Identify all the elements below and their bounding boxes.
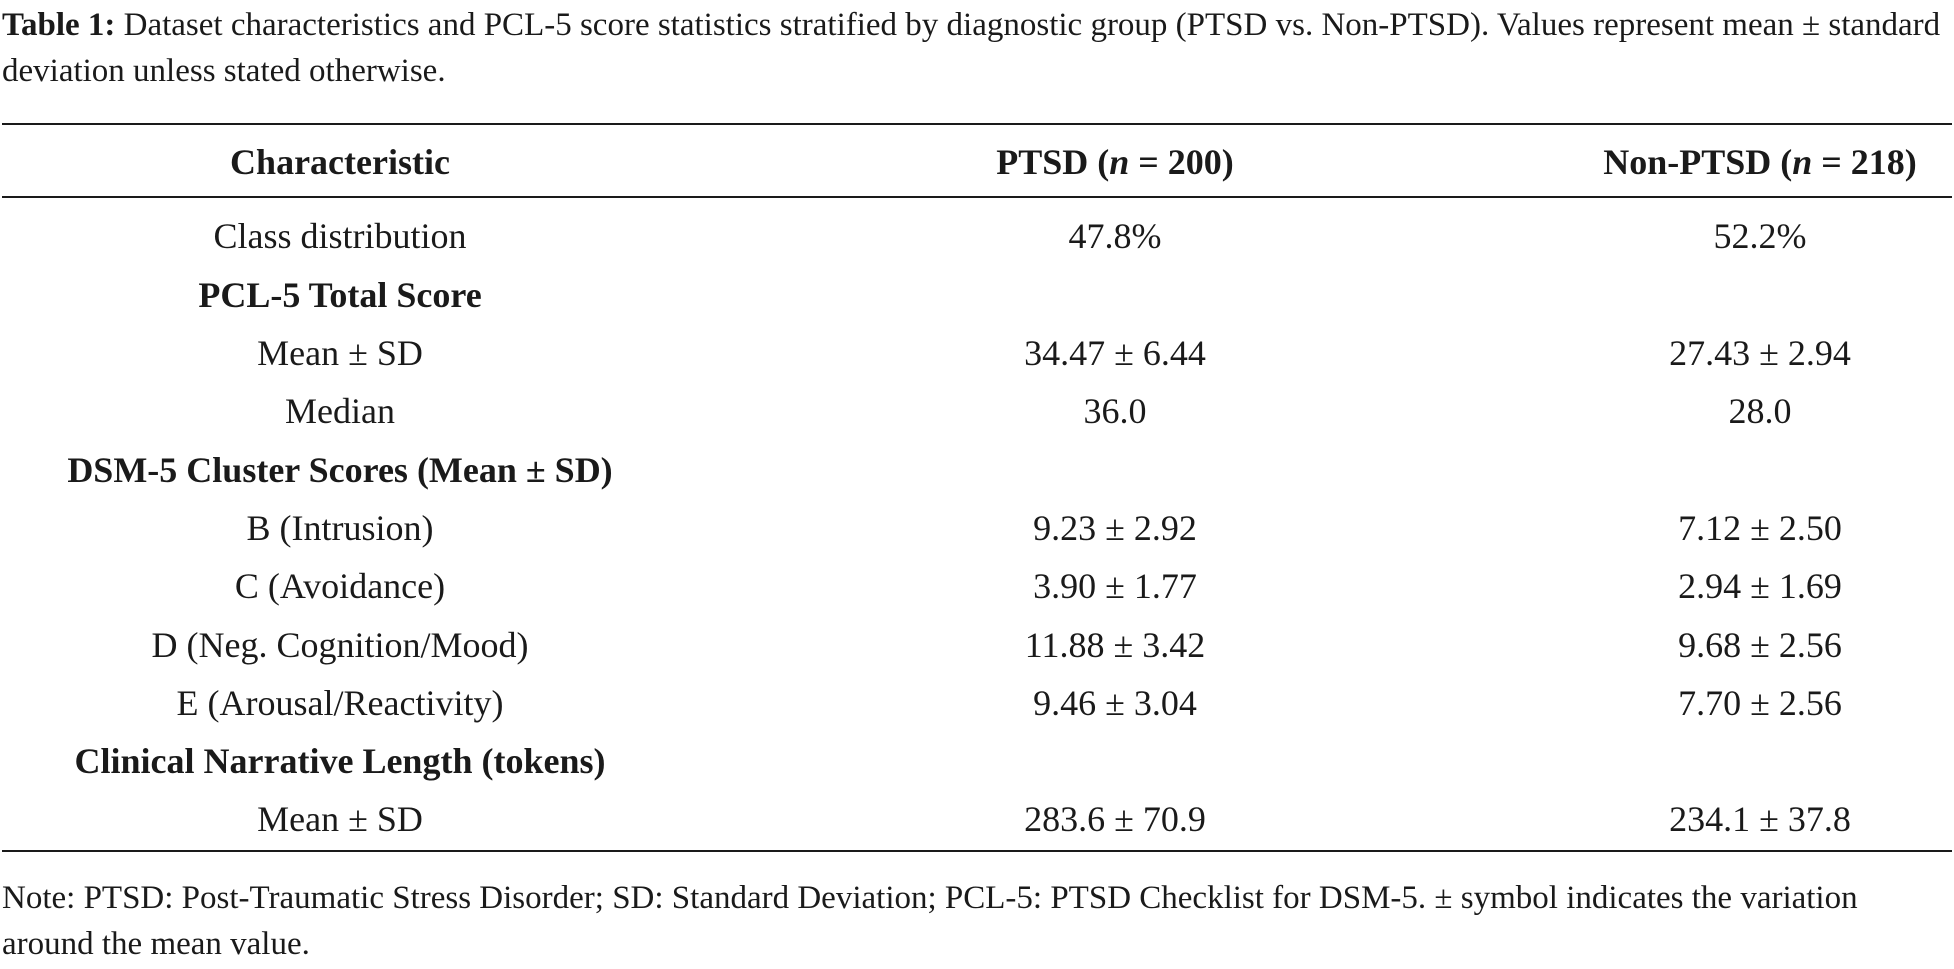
table-caption-text: Dataset characteristics and PCL-5 score … bbox=[2, 7, 1941, 89]
row-ptsd-value: 3.90 ± 1.77 bbox=[1033, 566, 1197, 606]
row-non-ptsd-value: 28.0 bbox=[1728, 391, 1792, 431]
section-row: PCL-5 Total Score bbox=[0, 266, 1954, 324]
header-ptsd: PTSD (n = 200) bbox=[880, 138, 1350, 186]
header-non-ptsd-n: n bbox=[1792, 142, 1813, 182]
section-row: DSM-5 Cluster Scores (Mean ± SD) bbox=[0, 441, 1954, 499]
header-characteristic: Characteristic bbox=[230, 142, 450, 182]
table-row: D (Neg. Cognition/Mood) 11.88 ± 3.42 9.6… bbox=[0, 616, 1954, 674]
row-label: E (Arousal/Reactivity) bbox=[176, 683, 504, 723]
table-header-rule bbox=[2, 196, 1952, 198]
row-non-ptsd-value: 7.70 ± 2.56 bbox=[1678, 683, 1842, 723]
table-bottom-rule bbox=[2, 850, 1952, 852]
row-label: Class distribution bbox=[213, 216, 467, 256]
header-ptsd-n: n bbox=[1109, 142, 1130, 182]
table-caption-label: Table 1: bbox=[2, 7, 116, 43]
header-non-ptsd: Non-PTSD (n = 218) bbox=[1520, 138, 1954, 186]
section-label: Clinical Narrative Length (tokens) bbox=[74, 741, 606, 781]
row-label: Mean ± SD bbox=[257, 333, 423, 373]
row-non-ptsd-value: 234.1 ± 37.8 bbox=[1669, 799, 1851, 839]
row-label: D (Neg. Cognition/Mood) bbox=[151, 625, 529, 665]
table-caption: Table 1: Dataset characteristics and PCL… bbox=[2, 2, 1947, 94]
table-row: Class distribution 47.8% 52.2% bbox=[0, 207, 1954, 265]
row-ptsd-value: 11.88 ± 3.42 bbox=[1024, 625, 1206, 665]
section-row: Clinical Narrative Length (tokens) bbox=[0, 732, 1954, 790]
row-label: Mean ± SD bbox=[257, 799, 423, 839]
row-label: Median bbox=[285, 391, 395, 431]
row-non-ptsd-value: 7.12 ± 2.50 bbox=[1678, 508, 1842, 548]
row-non-ptsd-value: 2.94 ± 1.69 bbox=[1678, 566, 1842, 606]
row-label: C (Avoidance) bbox=[234, 566, 446, 606]
section-label: PCL-5 Total Score bbox=[198, 275, 482, 315]
table-row: Median 36.0 28.0 bbox=[0, 382, 1954, 440]
table-row: E (Arousal/Reactivity) 9.46 ± 3.04 7.70 … bbox=[0, 674, 1954, 732]
row-label: B (Intrusion) bbox=[246, 508, 434, 548]
header-non-ptsd-prefix: Non-PTSD ( bbox=[1603, 142, 1793, 182]
table-row: B (Intrusion) 9.23 ± 2.92 7.12 ± 2.50 bbox=[0, 499, 1954, 557]
header-non-ptsd-suffix: = 218) bbox=[1812, 142, 1917, 182]
table-top-rule bbox=[2, 123, 1952, 125]
section-label: DSM-5 Cluster Scores (Mean ± SD) bbox=[67, 450, 613, 490]
row-non-ptsd-value: 52.2% bbox=[1713, 216, 1807, 256]
row-ptsd-value: 47.8% bbox=[1068, 216, 1162, 256]
row-ptsd-value: 9.46 ± 3.04 bbox=[1033, 683, 1197, 723]
table-row: C (Avoidance) 3.90 ± 1.77 2.94 ± 1.69 bbox=[0, 557, 1954, 615]
table-note: Note: PTSD: Post-Traumatic Stress Disord… bbox=[2, 880, 1858, 962]
row-ptsd-value: 36.0 bbox=[1083, 391, 1147, 431]
table-row: Mean ± SD 283.6 ± 70.9 234.1 ± 37.8 bbox=[0, 790, 1954, 848]
row-non-ptsd-value: 9.68 ± 2.56 bbox=[1678, 625, 1842, 665]
header-ptsd-suffix: = 200) bbox=[1129, 142, 1234, 182]
table-row: Mean ± SD 34.47 ± 6.44 27.43 ± 2.94 bbox=[0, 324, 1954, 382]
row-non-ptsd-value: 27.43 ± 2.94 bbox=[1669, 333, 1851, 373]
row-ptsd-value: 9.23 ± 2.92 bbox=[1033, 508, 1197, 548]
header-ptsd-prefix: PTSD ( bbox=[996, 142, 1110, 182]
row-ptsd-value: 34.47 ± 6.44 bbox=[1024, 333, 1206, 373]
row-ptsd-value: 283.6 ± 70.9 bbox=[1024, 799, 1206, 839]
